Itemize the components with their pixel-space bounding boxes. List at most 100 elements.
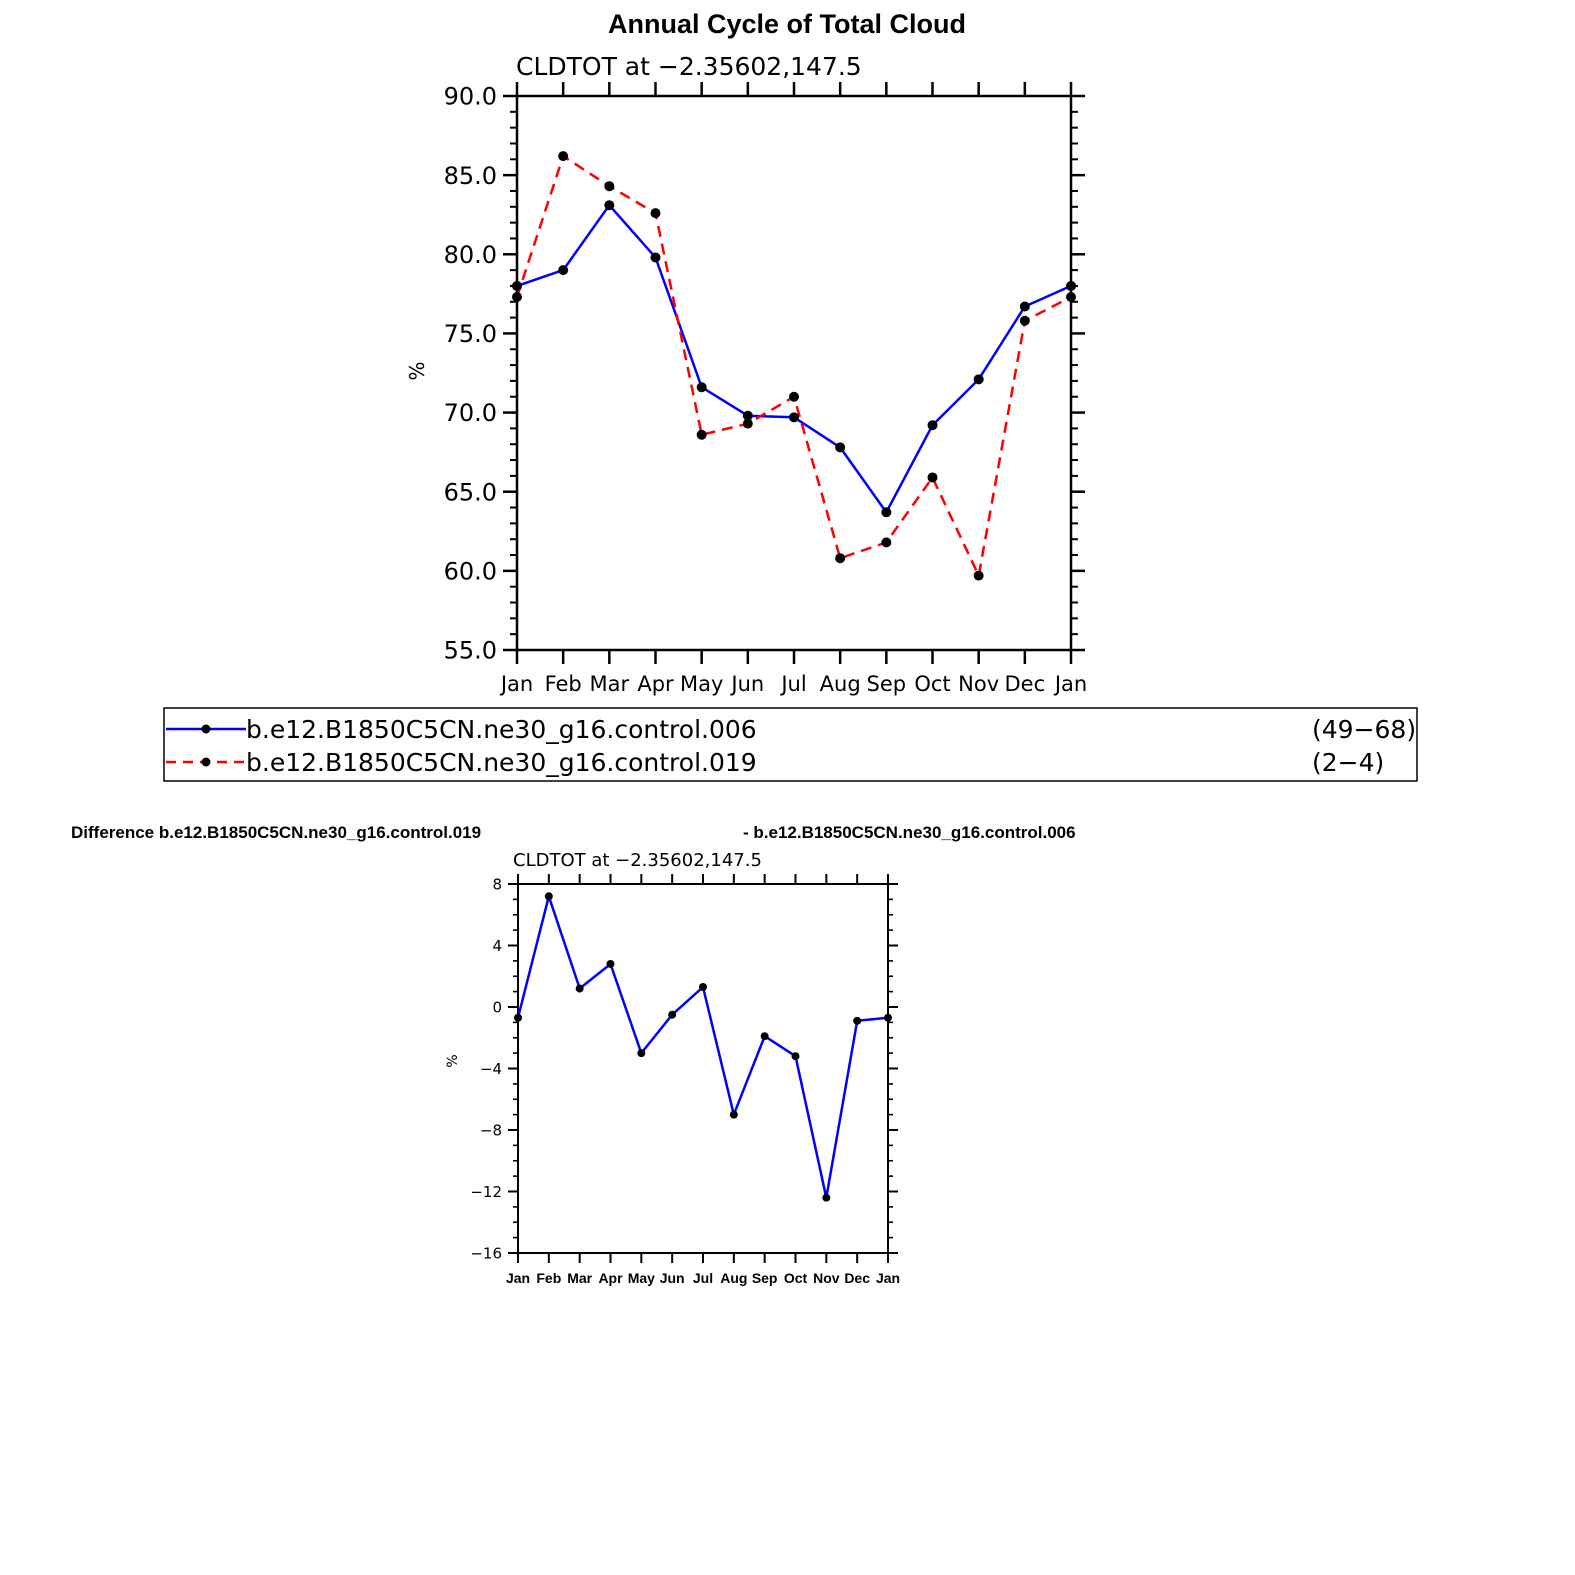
x-tick-label: Apr <box>637 672 674 696</box>
series-2-point <box>696 429 707 440</box>
series-1-point <box>696 382 707 393</box>
x-tick-label: Sep <box>867 672 907 696</box>
chart1-ylabel: % <box>405 361 429 380</box>
x-tick-label: Mar <box>590 672 630 696</box>
legend-label-series-1: b.e12.B1850C5CN.ne30_g16.control.006 <box>246 715 757 744</box>
y-tick-label: 75.0 <box>444 320 497 348</box>
series-1-point <box>760 1032 769 1041</box>
series-line-1 <box>516 895 889 1199</box>
series-line-1 <box>516 203 1072 514</box>
chart2-title-right: - b.e12.B1850C5CN.ne30_g16.control.006 <box>743 823 1076 842</box>
x-tick-label: Feb <box>536 1270 561 1286</box>
series-1-point <box>729 1110 738 1119</box>
series-2-point <box>1019 315 1030 326</box>
series-2-point <box>881 537 892 548</box>
legend-item-series-2: b.e12.B1850C5CN.ne30_g16.control.019 (2−… <box>166 748 1384 777</box>
x-tick-label: Sep <box>752 1270 778 1286</box>
series-2-point <box>1066 292 1076 303</box>
y-tick-label: −8 <box>480 1121 502 1139</box>
x-tick-label: Mar <box>567 1270 592 1286</box>
series-1-point <box>512 280 522 291</box>
series-2-point <box>512 292 522 303</box>
series-2-point <box>973 570 984 581</box>
series-1-point <box>558 265 569 276</box>
legend-box <box>163 707 1418 782</box>
chart2-ylabel: % <box>445 1054 461 1067</box>
chart1-axes: 55.0 60.0 65.0 70.0 75.0 80.0 85.0 90.0 Jan Feb Ma… <box>444 82 1087 696</box>
series-1-point <box>514 1013 522 1022</box>
series-1-point <box>973 374 984 385</box>
y-tick-label: 0 <box>492 998 502 1016</box>
series-1-point <box>927 420 938 431</box>
x-tick-label: Nov <box>958 672 999 696</box>
y-tick-label: 80.0 <box>444 241 497 269</box>
series-2-point <box>789 391 799 402</box>
y-tick-label: −16 <box>470 1244 502 1262</box>
x-tick-label: Jul <box>693 1270 713 1286</box>
x-tick-label: Jun <box>729 672 764 696</box>
x-tick-label: May <box>680 672 723 696</box>
chart2-title-left: Difference b.e12.B1850C5CN.ne30_g16.cont… <box>71 823 481 842</box>
x-tick-label: Aug <box>820 672 861 696</box>
x-tick-label: Dec <box>1005 672 1046 696</box>
legend-range-series-2: (2−4) <box>1312 748 1384 777</box>
series-2-point <box>604 181 615 192</box>
y-tick-label: 65.0 <box>444 478 497 506</box>
x-tick-label: Jun <box>660 1270 685 1286</box>
chart2-subtitle: CLDTOT at −2.35602,147.5 <box>513 850 762 871</box>
x-tick-label: Apr <box>598 1270 623 1286</box>
y-tick-label: 85.0 <box>444 162 497 190</box>
series-1-point <box>1019 301 1030 312</box>
plot-frame <box>515 94 1073 652</box>
series-1-point <box>884 1013 892 1022</box>
x-tick-label: Oct <box>914 672 950 696</box>
series-2-point <box>558 151 569 162</box>
series-1-point <box>606 959 615 968</box>
y-tick-label: 70.0 <box>444 399 497 427</box>
series-1-point <box>650 252 661 263</box>
series-1-point <box>544 892 553 901</box>
series-1-point <box>822 1193 831 1202</box>
series-1-point <box>575 984 584 993</box>
plot-frame <box>517 883 889 1254</box>
series-2-point <box>927 472 938 483</box>
series-2-point <box>835 553 846 564</box>
y-tick-label: 4 <box>492 937 502 955</box>
x-tick-label: Jan <box>876 1270 900 1286</box>
x-tick-label: Oct <box>784 1270 808 1286</box>
series-1-point <box>742 410 753 421</box>
chart2-marks <box>514 892 892 1202</box>
legend-range-series-1: (49−68) <box>1312 715 1416 744</box>
y-tick-label: −4 <box>480 1060 502 1078</box>
x-tick-label: Nov <box>813 1270 840 1286</box>
x-tick-label: May <box>628 1270 655 1286</box>
legend-item-series-1: b.e12.B1850C5CN.ne30_g16.control.006 (49… <box>166 715 1416 744</box>
series-1-point <box>853 1016 862 1025</box>
x-tick-label: Dec <box>844 1270 870 1286</box>
series-1-point <box>604 200 615 211</box>
y-tick-label: −12 <box>470 1183 502 1201</box>
series-1-point <box>881 507 892 518</box>
series-1-point <box>835 442 846 453</box>
series-1-point <box>699 983 707 992</box>
series-1-point <box>637 1049 646 1058</box>
x-tick-label: Jan <box>1053 672 1087 696</box>
chart2-axes: −16 −12 −8 −4 0 4 8 Jan Feb Mar Apr May Jun Jul Aug Sep… <box>470 874 900 1286</box>
y-tick-label: 55.0 <box>444 637 497 665</box>
series-1-point <box>668 1010 677 1019</box>
series-2-point <box>742 418 753 429</box>
series-2-point <box>650 208 661 219</box>
x-tick-label: Jul <box>779 672 806 696</box>
x-tick-label: Feb <box>545 672 582 696</box>
chart1-subtitle: CLDTOT at −2.35602,147.5 <box>516 52 862 81</box>
legend-label-series-2: b.e12.B1850C5CN.ne30_g16.control.019 <box>246 748 757 777</box>
y-tick-label: 8 <box>492 875 502 893</box>
chart1-title: Annual Cycle of Total Cloud <box>608 9 966 39</box>
y-tick-label: 60.0 <box>444 557 497 585</box>
series-1-point <box>791 1052 800 1061</box>
y-tick-label: 90.0 <box>444 83 497 111</box>
series-1-point <box>789 412 799 423</box>
x-tick-label: Jan <box>499 672 533 696</box>
chart1-marks <box>512 151 1076 581</box>
